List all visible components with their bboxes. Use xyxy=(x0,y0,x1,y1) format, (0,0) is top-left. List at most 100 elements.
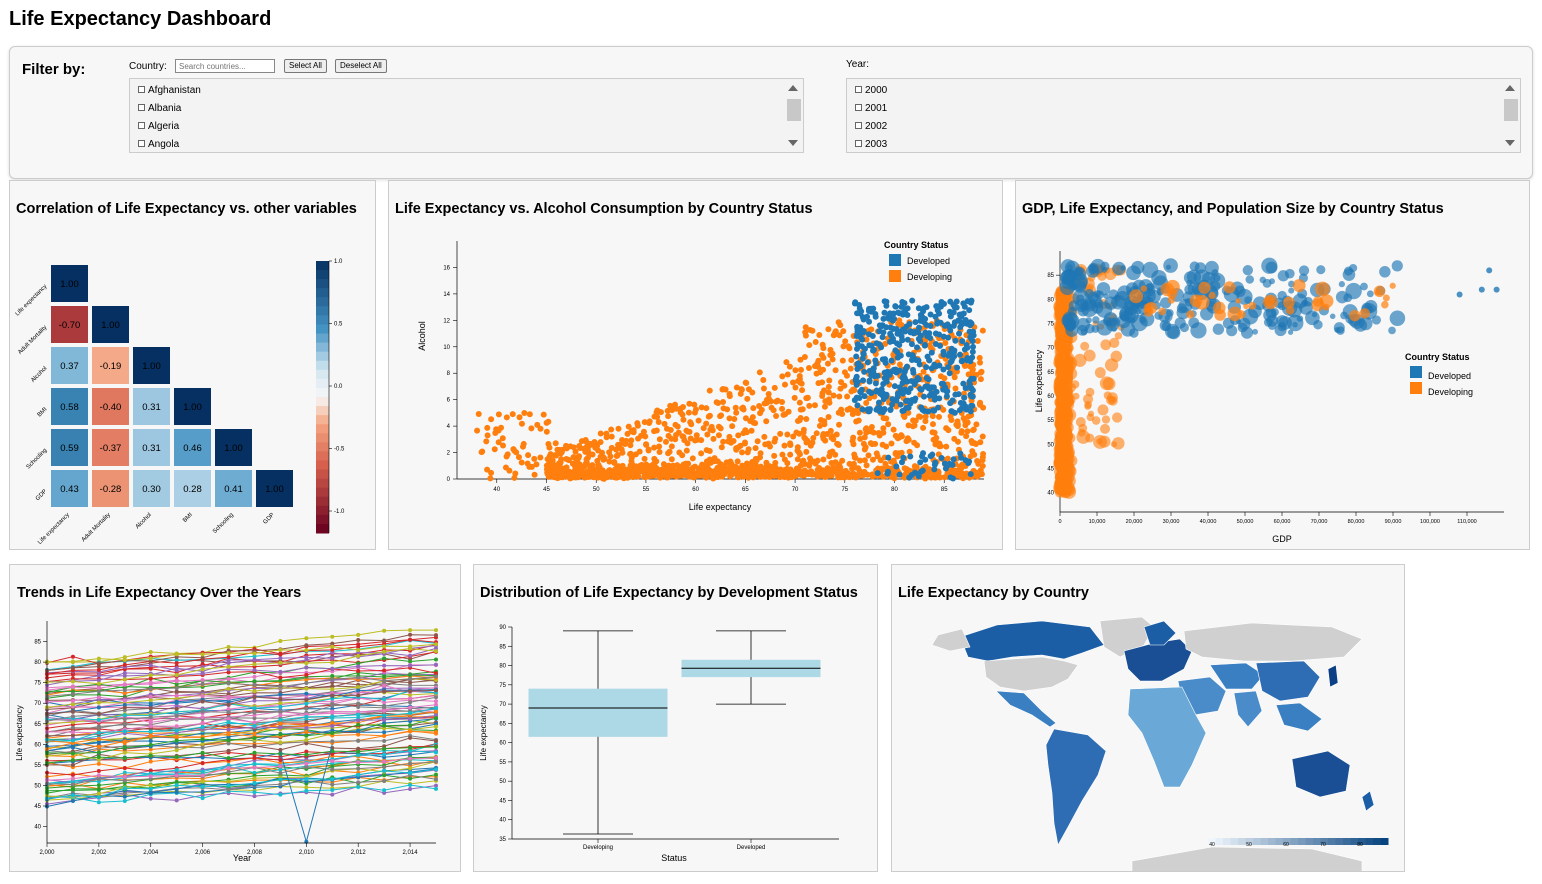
series-point xyxy=(278,704,283,709)
checkbox[interactable] xyxy=(138,140,145,147)
developed-point xyxy=(908,341,915,348)
checkbox[interactable] xyxy=(138,86,145,93)
series-point xyxy=(408,786,413,791)
series-line xyxy=(46,745,437,776)
y-tick-label: 85 xyxy=(1047,273,1054,279)
developing-point xyxy=(861,468,868,475)
developing-point xyxy=(779,399,786,406)
country-item[interactable]: Angola xyxy=(130,136,803,152)
select-all-button[interactable]: Select All xyxy=(284,59,327,73)
developing-point xyxy=(726,433,733,440)
scroll-thumb[interactable] xyxy=(787,99,801,121)
series-point xyxy=(252,654,257,659)
year-item[interactable]: 2001 xyxy=(847,100,1520,118)
developing-point xyxy=(964,428,971,435)
developing-point xyxy=(679,433,686,440)
series-point xyxy=(382,764,387,769)
developing-point xyxy=(866,395,873,402)
series-point xyxy=(96,768,101,773)
developed-point xyxy=(923,304,930,311)
developed-point xyxy=(941,460,948,467)
series-point xyxy=(278,771,283,776)
scroll-up-icon[interactable] xyxy=(1505,85,1515,91)
developed-point xyxy=(941,322,948,329)
country-search-input[interactable] xyxy=(175,59,275,73)
x-tick-label: 70,000 xyxy=(1311,519,1328,525)
scroll-down-icon[interactable] xyxy=(788,140,798,146)
developing-point xyxy=(803,448,810,455)
series-point xyxy=(96,726,101,731)
series-point xyxy=(148,682,153,687)
developing-point xyxy=(849,411,856,418)
country-item[interactable]: Albania xyxy=(130,100,803,118)
developed-point xyxy=(860,350,867,357)
series-point xyxy=(174,682,179,687)
developed-point xyxy=(899,337,906,344)
checkbox[interactable] xyxy=(855,104,862,111)
developing-point xyxy=(773,412,780,419)
checkbox[interactable] xyxy=(138,104,145,111)
year-list[interactable]: 2000 2001 2002 2003 xyxy=(846,78,1521,153)
developing-point xyxy=(665,463,672,470)
trends-line-chart: 2,000 2,002 2,004 2,006 2,008 2,010 2,012 2,014… xyxy=(15,621,438,863)
year-item[interactable]: 2002 xyxy=(847,118,1520,136)
series-point xyxy=(200,655,205,660)
y-tick-label: 10 xyxy=(443,345,450,351)
developing-point xyxy=(702,467,709,474)
developing-point xyxy=(600,454,607,461)
developing-point xyxy=(841,382,848,389)
legend-label-developed: Developed xyxy=(1428,371,1471,381)
developed-point xyxy=(952,337,959,344)
developing-point xyxy=(716,467,723,474)
year-scrollbar[interactable] xyxy=(1502,81,1518,150)
scroll-up-icon[interactable] xyxy=(788,85,798,91)
developing-point xyxy=(698,450,705,457)
developing-point xyxy=(903,468,910,475)
series-point xyxy=(382,628,387,633)
cell-value: -0.40 xyxy=(100,402,122,413)
row-label: Alcohol xyxy=(30,366,48,384)
developing-point xyxy=(726,391,733,398)
deselect-all-button[interactable]: Deselect All xyxy=(335,59,387,73)
colorbar-segment xyxy=(316,306,329,316)
country-item[interactable]: Algeria xyxy=(130,118,803,136)
series-line xyxy=(46,784,437,803)
country-list[interactable]: Afghanistan Albania Algeria Angola xyxy=(129,78,804,153)
developing-point xyxy=(964,419,971,426)
developing-point xyxy=(880,466,887,473)
developing-point xyxy=(1110,350,1123,363)
developing-point xyxy=(1061,486,1069,494)
checkbox[interactable] xyxy=(138,122,145,129)
developing-point xyxy=(975,460,982,467)
developed-point xyxy=(1366,290,1374,298)
developing-point xyxy=(786,363,793,370)
developed-point xyxy=(1174,317,1186,329)
country-item[interactable]: Afghanistan xyxy=(130,82,803,100)
developing-point xyxy=(846,474,853,481)
colorbar-segment xyxy=(316,478,329,489)
country-scrollbar[interactable] xyxy=(785,81,801,150)
series-point xyxy=(226,651,231,656)
developing-point xyxy=(856,429,863,436)
developing-point xyxy=(793,429,800,436)
developed-point xyxy=(1379,266,1391,278)
developing-point xyxy=(960,475,967,482)
developing-point xyxy=(741,439,748,446)
checkbox[interactable] xyxy=(855,140,862,147)
developing-point xyxy=(909,423,916,430)
developing-point xyxy=(1059,407,1072,420)
scroll-down-icon[interactable] xyxy=(1505,140,1515,146)
series-point xyxy=(356,632,361,637)
developing-point xyxy=(863,429,870,436)
scroll-thumb[interactable] xyxy=(1504,99,1518,121)
developing-point xyxy=(851,387,858,394)
series-line xyxy=(46,673,437,689)
year-item[interactable]: 2000 xyxy=(847,82,1520,100)
year-item[interactable]: 2003 xyxy=(847,136,1520,152)
colorbar-segment xyxy=(316,460,329,471)
developed-point xyxy=(900,454,907,461)
checkbox[interactable] xyxy=(855,122,862,129)
developed-point xyxy=(914,344,921,351)
developing-point xyxy=(882,340,889,347)
checkbox[interactable] xyxy=(855,86,862,93)
